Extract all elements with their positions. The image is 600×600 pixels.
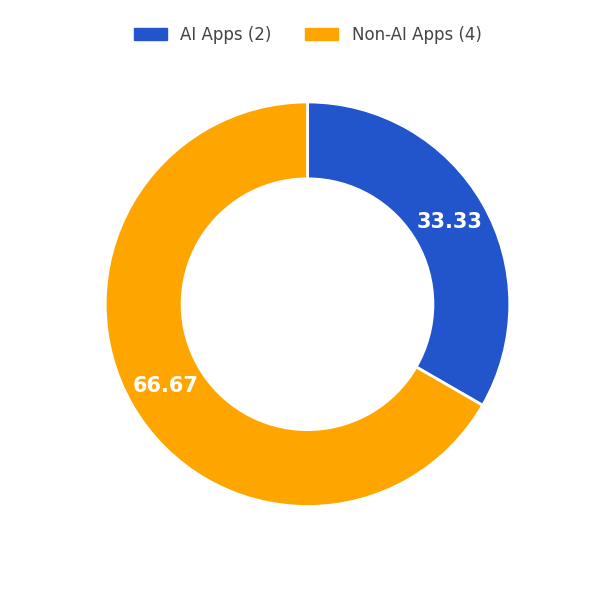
Legend: AI Apps (2), Non-AI Apps (4): AI Apps (2), Non-AI Apps (4): [127, 19, 488, 50]
Wedge shape: [105, 102, 482, 506]
Text: 33.33: 33.33: [416, 212, 482, 232]
Text: 66.67: 66.67: [133, 376, 199, 396]
Wedge shape: [307, 102, 510, 406]
